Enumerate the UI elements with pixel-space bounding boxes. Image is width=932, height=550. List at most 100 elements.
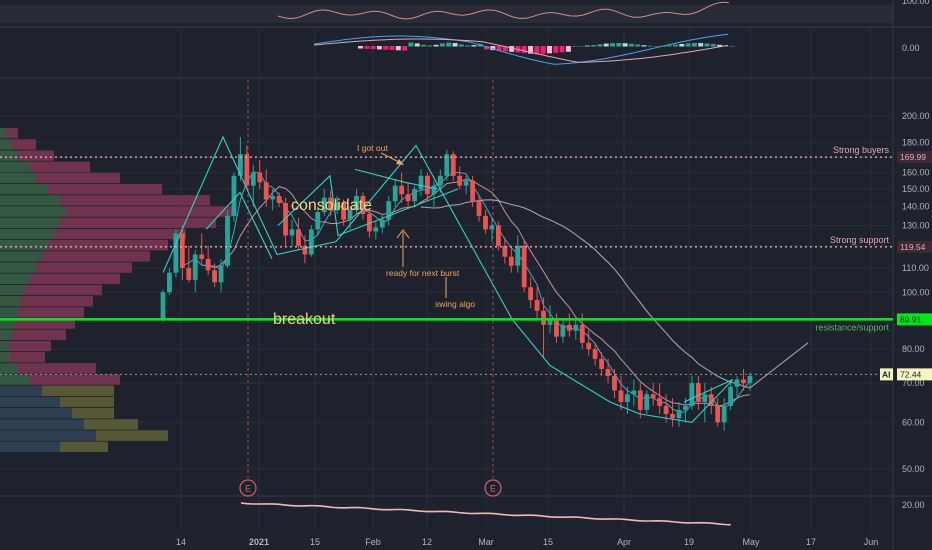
volume-profile-up-bar: [0, 430, 96, 441]
price-tick-label: 180.00: [902, 138, 930, 148]
macd-bar: [490, 46, 496, 51]
trendline-drawing: [683, 379, 734, 403]
candle-body: [173, 233, 179, 273]
candle-body: [405, 194, 411, 202]
macd-bar: [358, 46, 363, 49]
x-tick-label: 2021: [249, 537, 269, 547]
strong-buyers-price-tag: [897, 151, 932, 164]
earnings-marker-label: E: [490, 484, 496, 494]
candle-body: [425, 175, 430, 195]
macd-bar: [704, 43, 710, 47]
candle-body: [547, 319, 553, 325]
candle-body: [250, 172, 256, 186]
trendline-drawing: [354, 168, 439, 190]
macd-bar: [395, 46, 401, 51]
macd-bar: [383, 46, 389, 50]
macd-bar: [446, 42, 452, 47]
price-tick-label: 130.00: [902, 220, 930, 230]
macd-bar: [559, 46, 565, 53]
candle-body: [296, 229, 301, 246]
volume-profile-down-bar: [96, 430, 168, 441]
price-tick-label: 200.00: [902, 111, 930, 121]
candle-body: [257, 172, 263, 183]
candle-body: [347, 210, 353, 220]
x-tick-label: 19: [684, 537, 694, 547]
volume-profile-down-bar: [12, 139, 36, 150]
macd-bar: [641, 45, 647, 47]
price-tick-label: 150.00: [902, 184, 930, 194]
candle-body: [186, 268, 192, 280]
trendline-drawing: [277, 174, 459, 237]
candle-body: [470, 180, 475, 202]
candle-body: [283, 202, 288, 236]
candle-body: [579, 324, 585, 343]
macd-bar: [685, 43, 691, 47]
annotation-ready-for-next-burst: ready for next burst: [386, 268, 460, 278]
oscillator-axis-label: 100.00: [902, 0, 930, 6]
volume-profile-down-bar: [30, 374, 120, 385]
volume-profile-up-bar: [0, 228, 54, 240]
candle-body: [508, 256, 514, 266]
volume-profile-up-bar: [0, 441, 60, 452]
macd-bar: [553, 46, 559, 53]
x-tick-label: 15: [543, 537, 553, 547]
volume-profile-down-bar: [60, 195, 210, 206]
volume-profile-up-bar: [0, 385, 42, 396]
volume-profile-up-bar: [0, 217, 60, 228]
chevron-up-icon: [396, 229, 410, 239]
volume-profile-down-bar: [36, 172, 120, 184]
candle-body: [354, 195, 359, 211]
macd-bar: [376, 46, 382, 50]
macd-bar: [622, 43, 628, 47]
candle-body: [160, 292, 166, 320]
candle-body: [489, 225, 495, 230]
candle-body: [244, 154, 250, 186]
candle-body: [334, 202, 340, 211]
macd-bar: [717, 44, 723, 47]
candle-body: [199, 254, 205, 259]
candle-body: [734, 379, 740, 387]
macd-bar: [528, 46, 534, 54]
candle-body: [218, 265, 224, 283]
macd-bar: [509, 46, 515, 52]
macd-bar: [666, 45, 672, 47]
macd-bar: [610, 43, 615, 47]
price-tick-label: 160.00: [902, 168, 930, 178]
macd-bar: [421, 44, 426, 47]
macd-bar: [635, 44, 641, 47]
price-tick-label: 100.00: [902, 287, 930, 297]
macd-histogram: [358, 42, 735, 55]
volume-profile-up-bar: [0, 352, 9, 363]
candle-body: [418, 175, 424, 190]
x-tick-label: May: [742, 537, 760, 547]
candle-body: [541, 310, 546, 325]
volume-profile-down-bar: [12, 329, 66, 340]
candle-body: [276, 195, 282, 203]
macd-bar: [408, 42, 414, 47]
candle-body: [670, 413, 675, 419]
price-tick-label: 70.00: [902, 378, 925, 388]
candle-body: [612, 375, 617, 391]
candle-body: [367, 213, 372, 232]
candle-body: [328, 197, 334, 211]
volume-profile-down-bar: [9, 352, 45, 363]
candle-body: [496, 225, 501, 246]
candle-body: [560, 324, 566, 337]
oscillator-band: [0, 5, 893, 23]
volume-profile-down-bar: [72, 408, 114, 419]
volume-profile-down-bar: [54, 228, 186, 240]
moving-average-fast: [182, 171, 751, 413]
macd-bar: [691, 43, 697, 47]
macd-bar: [673, 44, 678, 47]
candle-body: [483, 215, 488, 230]
macd-axis-label: 0.00: [902, 43, 920, 53]
volume-profile-down-bar: [60, 396, 114, 408]
x-tick-label: 17: [806, 537, 816, 547]
volume-profile-up-bar: [0, 419, 84, 430]
candle-body: [212, 270, 217, 283]
candle-body: [412, 189, 417, 202]
candle-body: [373, 227, 379, 232]
price-tick-label: 140.00: [902, 202, 930, 212]
macd-bar: [540, 46, 546, 54]
